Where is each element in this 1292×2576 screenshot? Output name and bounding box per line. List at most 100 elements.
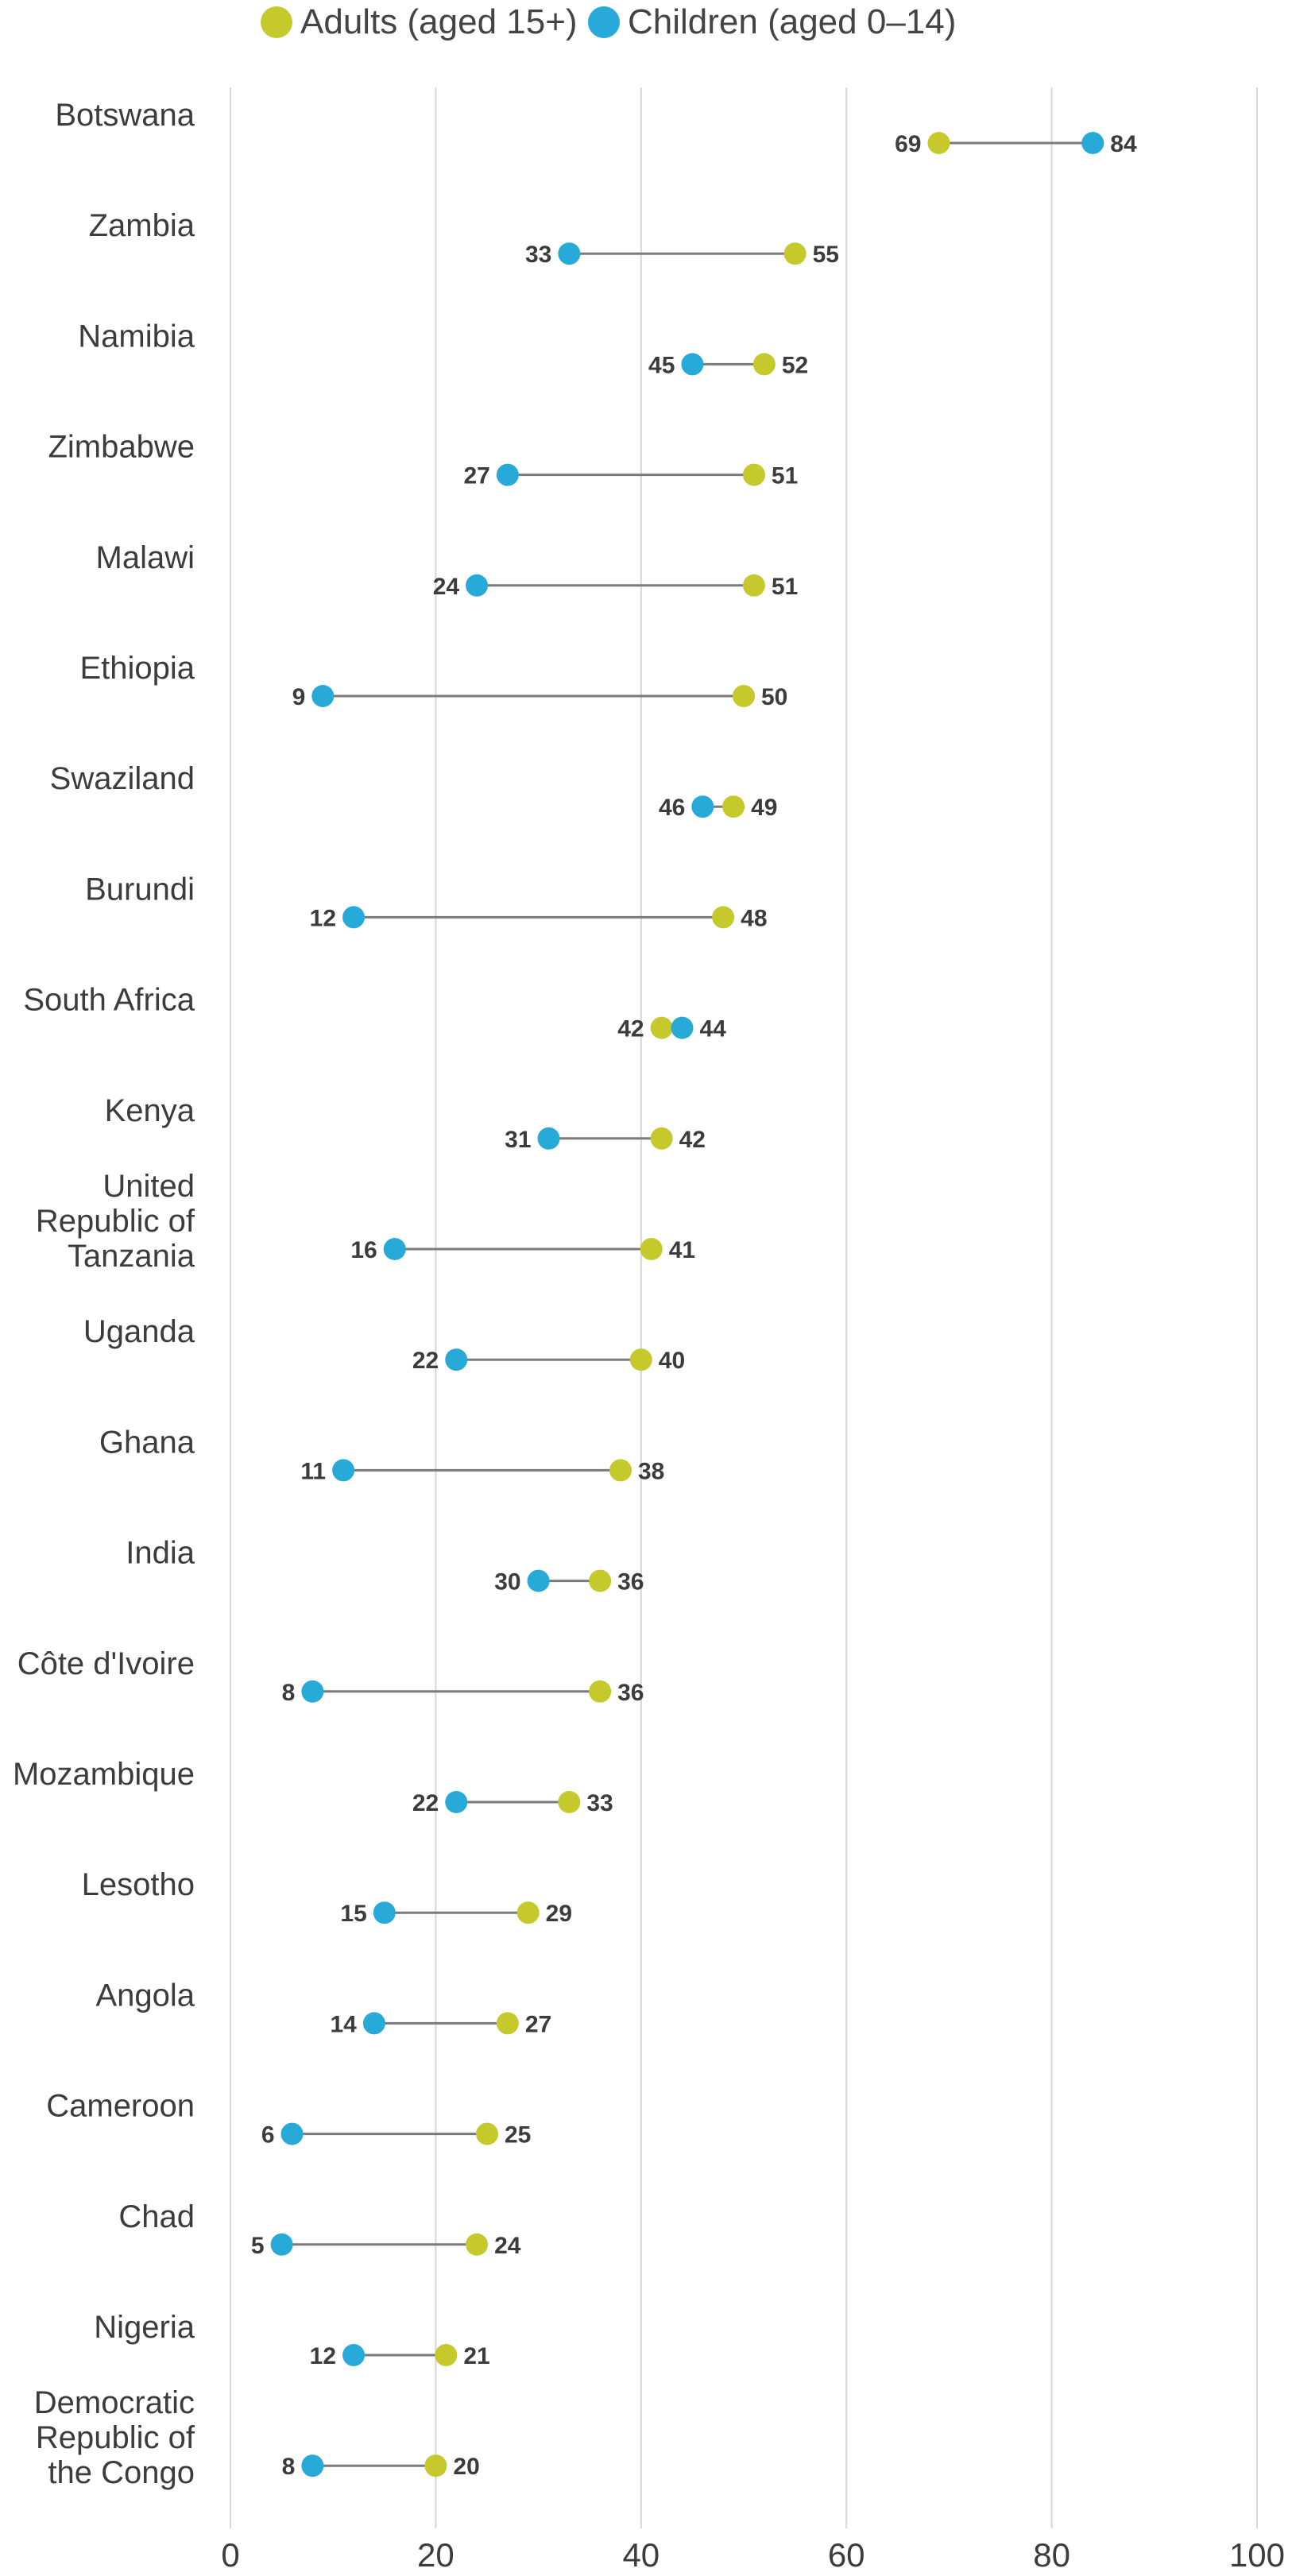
children-point xyxy=(691,795,714,818)
children-point xyxy=(527,1569,550,1592)
gridlines xyxy=(230,87,1258,2528)
x-tick-label: 100 xyxy=(1229,2536,1285,2572)
adults-value-label: 52 xyxy=(782,352,808,378)
children-point xyxy=(537,1127,560,1150)
children-point xyxy=(342,2344,366,2366)
children-value-label: 15 xyxy=(340,1901,366,1927)
category-label: Malawi xyxy=(96,540,195,575)
adults-value-label: 25 xyxy=(505,2122,531,2149)
children-value-label: 11 xyxy=(300,1458,326,1484)
children-value-label: 22 xyxy=(412,1790,439,1816)
adults-point xyxy=(712,906,735,929)
adults-point xyxy=(927,132,950,154)
adults-point xyxy=(424,2454,447,2477)
category-label: Republic of xyxy=(36,2420,195,2455)
children-point xyxy=(342,906,366,929)
x-tick-label: 20 xyxy=(417,2536,455,2572)
adults-value-label: 50 xyxy=(761,684,787,710)
children-point xyxy=(373,1901,396,1924)
children-point xyxy=(332,1459,355,1482)
children-value-label: 6 xyxy=(261,2122,275,2149)
adults-value-label: 51 xyxy=(772,463,798,489)
children-point xyxy=(280,2122,304,2145)
category-label: the Congo xyxy=(48,2455,195,2490)
children-point xyxy=(681,353,704,376)
adults-value-label: 51 xyxy=(772,574,798,600)
children-point xyxy=(301,1680,324,1703)
legend-children-swatch xyxy=(588,6,620,38)
adults-value-label: 21 xyxy=(463,2343,489,2369)
children-value-label: 8 xyxy=(282,1680,296,1706)
category-label: Cameroon xyxy=(46,2089,195,2124)
category-label: Ethiopia xyxy=(79,651,195,686)
children-value-label: 12 xyxy=(310,905,336,931)
children-point xyxy=(445,1791,468,1813)
children-value-label: 30 xyxy=(494,1569,520,1595)
adults-value-label: 27 xyxy=(525,2011,551,2037)
category-label: Tanzania xyxy=(68,1239,195,1274)
adults-point xyxy=(466,2233,489,2256)
category-label: Zambia xyxy=(89,208,195,243)
value-labels: 69 84 55 33 52 45 51 27 51 24 50 9 49 46 48 12 42 44 42 31 4… xyxy=(251,131,1137,2480)
category-labels: Botswana Zambia Namibia Zimbabwe Malawi Ethio… xyxy=(13,98,195,2490)
adults-value-label: 33 xyxy=(586,1790,613,1816)
category-label: Botswana xyxy=(55,98,195,133)
children-point xyxy=(362,2012,385,2035)
adults-value-label: 24 xyxy=(494,2233,521,2259)
adults-value-label: 40 xyxy=(659,1348,685,1374)
children-value-label: 16 xyxy=(350,1237,377,1263)
adults-point xyxy=(558,1791,581,1813)
adults-point xyxy=(650,1127,673,1150)
adults-value-label: 49 xyxy=(751,795,777,821)
adults-point xyxy=(733,685,755,707)
adults-point xyxy=(752,353,776,376)
children-value-label: 44 xyxy=(699,1016,726,1042)
adults-value-label: 55 xyxy=(813,242,839,268)
adults-point xyxy=(650,1016,673,1039)
children-point xyxy=(466,574,489,597)
adults-point xyxy=(742,463,765,486)
adults-point xyxy=(783,242,807,265)
children-point xyxy=(671,1016,694,1039)
category-label: Angola xyxy=(95,1978,195,2013)
legend-adults-swatch xyxy=(261,6,292,38)
adults-point xyxy=(640,1238,663,1260)
adults-value-label: 42 xyxy=(679,1127,706,1153)
children-point xyxy=(270,2233,293,2256)
adults-point xyxy=(435,2344,458,2366)
adults-point xyxy=(476,2122,498,2145)
adults-value-label: 36 xyxy=(617,1680,644,1706)
children-value-label: 22 xyxy=(412,1348,439,1374)
category-label: Zimbabwe xyxy=(48,430,195,465)
category-label: India xyxy=(126,1536,195,1571)
category-label: Nigeria xyxy=(94,2310,195,2345)
adults-point xyxy=(589,1680,612,1703)
category-label: Lesotho xyxy=(82,1867,195,1902)
category-label: Republic of xyxy=(36,1204,195,1239)
x-tick-label: 60 xyxy=(828,2536,865,2572)
category-label: Namibia xyxy=(78,319,195,354)
children-point xyxy=(383,1238,406,1260)
adults-value-label: 36 xyxy=(617,1569,644,1595)
category-label: Mozambique xyxy=(13,1757,195,1792)
adults-value-label: 20 xyxy=(453,2454,479,2480)
adults-point xyxy=(516,1901,540,1924)
category-label: Chad xyxy=(118,2199,195,2234)
children-value-label: 5 xyxy=(251,2233,265,2259)
adults-point xyxy=(496,2012,519,2035)
children-value-label: 45 xyxy=(648,352,675,378)
data-points xyxy=(270,132,1104,2477)
adults-value-label: 42 xyxy=(617,1016,644,1042)
adults-value-label: 29 xyxy=(546,1901,572,1927)
children-value-label: 12 xyxy=(310,2343,336,2369)
children-value-label: 27 xyxy=(463,463,489,489)
children-value-label: 24 xyxy=(433,574,460,600)
children-value-label: 9 xyxy=(292,684,306,710)
connectors xyxy=(281,141,1093,2467)
adults-point xyxy=(629,1348,652,1371)
category-label: South Africa xyxy=(23,983,195,1018)
category-label: Kenya xyxy=(105,1093,195,1128)
adults-value-label: 38 xyxy=(638,1458,664,1484)
